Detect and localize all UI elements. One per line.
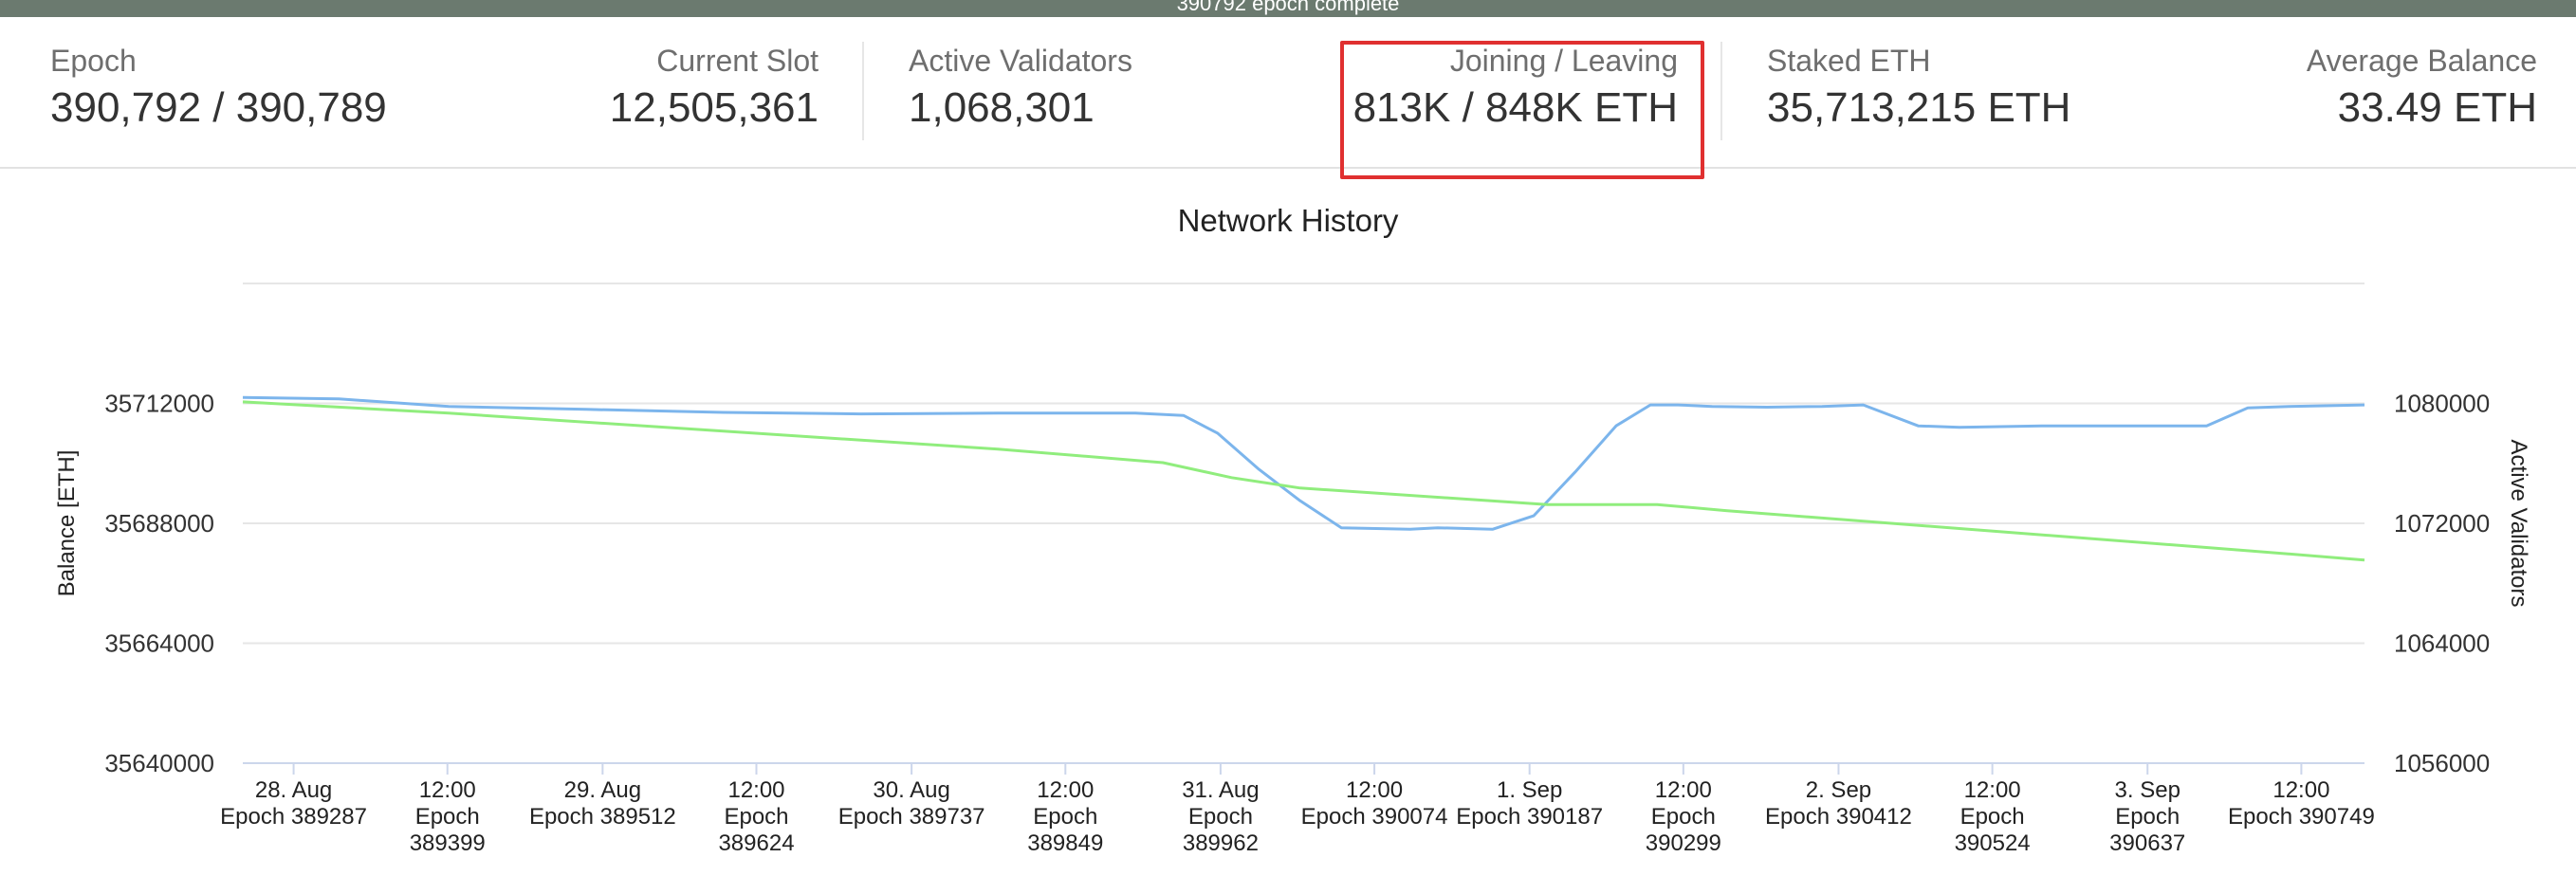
stat-epoch: Epoch 390,792 / 390,789 <box>50 42 387 135</box>
x-tick-label: Epoch <box>415 804 480 830</box>
stat-joining-leaving-value[interactable]: 813K / 848K ETH <box>1352 84 1678 131</box>
y2-axis-title: Active Validators <box>2506 440 2531 608</box>
epoch-progress-banner: 390792 epoch complete <box>0 0 2576 17</box>
y-tick-label: 35712000 <box>104 390 214 418</box>
x-tick-label: 12:00 <box>1037 777 1094 803</box>
stat-active-validators: Active Validators 1,068,301 <box>909 42 1132 135</box>
stat-active-validators-value[interactable]: 1,068,301 <box>909 84 1095 131</box>
x-tick-label: Epoch 390187 <box>1456 804 1603 830</box>
stat-joining-leaving: Joining / Leaving 813K / 848K ETH <box>1353 42 1678 135</box>
x-tick-label: 12:00 <box>727 777 784 803</box>
y2-tick-label: 1056000 <box>2394 749 2490 777</box>
stats-divider <box>862 42 864 140</box>
stat-average-balance-label: Average Balance <box>2306 44 2537 78</box>
network-history-svg: Network History 35640000 35664000 35688000 3… <box>54 203 2531 856</box>
stat-staked-eth: Staked ETH 35,713,215 ETH <box>1767 42 2070 135</box>
x-tick-label: Epoch <box>1188 804 1253 830</box>
x-tick-label: 29. Aug <box>564 777 641 803</box>
x-tick-label: 389849 <box>1027 830 1103 856</box>
stat-current-slot-label: Current Slot <box>656 44 819 78</box>
x-tick-label: Epoch 389287 <box>220 804 367 830</box>
x-tick-label: 12:00 <box>2272 777 2329 803</box>
x-tick-label: 389399 <box>410 830 486 856</box>
stat-average-balance-value: 33.49 ETH <box>2337 84 2537 131</box>
x-tick-label: 30. Aug <box>873 777 949 803</box>
y2-tick-label: 1072000 <box>2394 509 2490 538</box>
stat-joining-leaving-label: Joining / Leaving <box>1449 44 1678 78</box>
stat-epoch-label: Epoch <box>50 44 137 78</box>
y-tick-label: 35688000 <box>104 509 214 538</box>
stat-staked-eth-value: 35,713,215 ETH <box>1767 84 2071 131</box>
stat-current-slot: Current Slot 12,505,361 <box>610 42 819 135</box>
x-tick-label: Epoch 390412 <box>1765 804 1912 830</box>
x-tick-label: 12:00 <box>1655 777 1712 803</box>
balance-series-line <box>242 395 2365 531</box>
x-tick-label: 3. Sep <box>2115 777 2180 803</box>
stat-active-validators-label: Active Validators <box>909 44 1132 78</box>
chart-title: Network History <box>1178 203 1399 238</box>
y-axis-title: Balance [ETH] <box>54 450 80 597</box>
banner-text: 390792 epoch complete <box>1176 0 1400 15</box>
x-tick-label: 389624 <box>718 830 794 856</box>
x-tick-label: 12:00 <box>1964 777 2021 803</box>
x-tick-label: Epoch <box>2115 804 2180 830</box>
x-tick-label: Epoch 389512 <box>529 804 676 830</box>
stat-average-balance: Average Balance 33.49 ETH <box>2307 42 2537 135</box>
x-tick-label: 390637 <box>2109 830 2185 856</box>
x-tick-label: Epoch <box>1960 804 2025 830</box>
x-tick-label: Epoch 389737 <box>838 804 985 830</box>
x-tick-label: Epoch <box>1651 804 1716 830</box>
stat-current-slot-value[interactable]: 12,505,361 <box>609 84 819 131</box>
network-stats-bar: Epoch 390,792 / 390,789 Current Slot 12,… <box>0 17 2576 179</box>
x-tick-label: Epoch 390074 <box>1301 804 1448 830</box>
x-tick-label: Epoch 390749 <box>2228 804 2375 830</box>
joining-leaving-highlight-box <box>1340 41 1704 179</box>
y-tick-label: 35664000 <box>104 629 214 658</box>
x-tick-label: 390299 <box>1646 830 1721 856</box>
x-tick-label: 12:00 <box>419 777 476 803</box>
y-tick-label: 35640000 <box>104 749 214 777</box>
x-tick-label: 1. Sep <box>1497 777 1562 803</box>
x-tick-label: 2. Sep <box>1806 777 1871 803</box>
validators-series-line <box>242 400 2365 562</box>
stat-staked-eth-label: Staked ETH <box>1767 44 1931 78</box>
network-history-chart: Network History 35640000 35664000 35688000 3… <box>0 190 2576 894</box>
x-tick-label: 12:00 <box>1346 777 1403 803</box>
x-tick-label: 389962 <box>1183 830 1259 856</box>
x-tick-label: 390524 <box>1955 830 2031 856</box>
x-tick-label: 31. Aug <box>1182 777 1259 803</box>
x-tick-label: Epoch <box>724 804 788 830</box>
stat-epoch-value[interactable]: 390,792 / 390,789 <box>50 84 387 131</box>
x-tick-label: 28. Aug <box>255 777 332 803</box>
y2-tick-label: 1080000 <box>2394 390 2490 418</box>
stats-divider <box>1720 42 1722 140</box>
y2-tick-label: 1064000 <box>2394 629 2490 658</box>
x-tick-label: Epoch <box>1033 804 1097 830</box>
